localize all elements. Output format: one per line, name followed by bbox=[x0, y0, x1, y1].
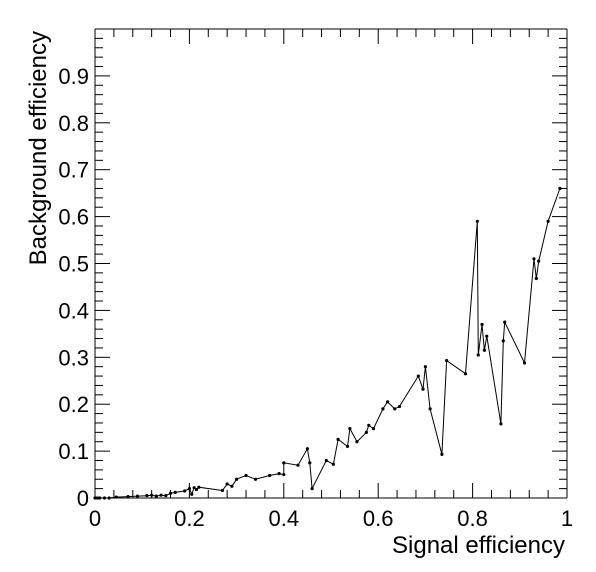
data-point bbox=[268, 473, 272, 478]
data-point bbox=[194, 487, 199, 492]
x-tick-label: 0.2 bbox=[174, 506, 205, 531]
data-point bbox=[150, 493, 154, 497]
data-point bbox=[480, 322, 484, 327]
data-point bbox=[558, 186, 562, 191]
data-point bbox=[154, 494, 158, 498]
data-point bbox=[282, 472, 286, 477]
data-point bbox=[522, 361, 527, 365]
y-tick-label: 0.1 bbox=[58, 439, 89, 464]
data-point bbox=[296, 463, 300, 467]
series-line bbox=[95, 188, 561, 499]
data-point bbox=[386, 400, 390, 404]
plot-frame bbox=[94, 28, 568, 499]
data-point bbox=[503, 320, 507, 324]
data-point bbox=[345, 444, 350, 449]
y-tick-label: 0.8 bbox=[58, 111, 89, 136]
data-point bbox=[159, 493, 163, 497]
x-tick-label: 1 bbox=[561, 506, 573, 531]
data-point bbox=[282, 461, 286, 465]
x-tick-label: 0 bbox=[89, 506, 101, 531]
data-point bbox=[308, 461, 312, 465]
data-point bbox=[355, 440, 359, 444]
y-tick-label: 0.2 bbox=[58, 392, 89, 417]
data-point bbox=[371, 426, 376, 431]
data-point bbox=[482, 348, 486, 352]
data-point bbox=[192, 486, 196, 490]
y-tick-label: 0.9 bbox=[58, 64, 89, 89]
data-point bbox=[126, 494, 130, 499]
y-tick-label: 0.3 bbox=[58, 345, 89, 370]
data-point bbox=[416, 374, 420, 378]
data-point bbox=[93, 496, 97, 500]
data-point bbox=[114, 495, 118, 499]
data-point bbox=[102, 496, 107, 500]
data-point bbox=[107, 496, 111, 500]
data-point bbox=[475, 219, 479, 223]
data-point bbox=[348, 426, 352, 431]
data-point bbox=[277, 472, 281, 476]
data-point bbox=[445, 358, 449, 363]
data-point bbox=[244, 473, 248, 478]
data-point bbox=[230, 484, 234, 488]
x-tick-label: 0.6 bbox=[363, 506, 394, 531]
data-point bbox=[98, 496, 102, 500]
x-tick-label: 0.4 bbox=[269, 506, 300, 531]
data-point bbox=[499, 422, 503, 426]
data-point bbox=[173, 490, 177, 494]
data-point bbox=[164, 494, 168, 498]
data-point bbox=[197, 485, 201, 489]
data-point bbox=[135, 494, 140, 498]
axis-ticks: 0 0.2 0.4 0.6 0.8 1 0 0.1 0.2 0.3 0.4 0.5 0.6 0.7 0.8 0… bbox=[58, 28, 573, 531]
data-point bbox=[428, 407, 432, 411]
data-point bbox=[393, 407, 397, 411]
data-point bbox=[421, 387, 425, 391]
data-point bbox=[364, 430, 368, 434]
data-point bbox=[95, 496, 99, 500]
data-point bbox=[310, 487, 314, 491]
data-point bbox=[168, 491, 173, 495]
data-point bbox=[532, 257, 536, 261]
data-point bbox=[235, 477, 239, 481]
y-tick-label: 0.4 bbox=[58, 298, 89, 323]
data-point bbox=[324, 458, 328, 463]
data-point bbox=[145, 494, 149, 498]
data-point bbox=[367, 423, 371, 427]
data-point bbox=[190, 492, 194, 496]
data-point bbox=[501, 339, 505, 343]
data-point bbox=[225, 482, 229, 486]
y-tick-label: 0.5 bbox=[58, 252, 89, 277]
data-point bbox=[537, 259, 541, 263]
data-point bbox=[336, 437, 340, 441]
y-tick-label: 0 bbox=[77, 486, 89, 511]
y-axis-title: Background efficiency bbox=[25, 31, 52, 265]
data-point bbox=[534, 276, 538, 281]
y-tick-label: 0.7 bbox=[58, 158, 89, 183]
data-point bbox=[463, 372, 468, 376]
data-point bbox=[253, 477, 258, 481]
data-point bbox=[423, 365, 427, 369]
x-axis-title: Signal efficiency bbox=[392, 532, 565, 559]
data-point bbox=[183, 489, 187, 493]
data-point bbox=[331, 462, 335, 466]
y-tick-label: 0.6 bbox=[58, 205, 89, 230]
data-point bbox=[381, 407, 385, 411]
data-point bbox=[187, 487, 191, 491]
data-point bbox=[397, 404, 402, 409]
data-point bbox=[440, 452, 444, 456]
x-tick-label: 0.8 bbox=[457, 506, 488, 531]
data-point bbox=[485, 334, 489, 338]
data-point bbox=[305, 447, 309, 451]
data-point bbox=[546, 219, 550, 223]
data-series bbox=[93, 186, 562, 500]
data-point bbox=[476, 353, 480, 357]
data-point bbox=[220, 488, 225, 493]
